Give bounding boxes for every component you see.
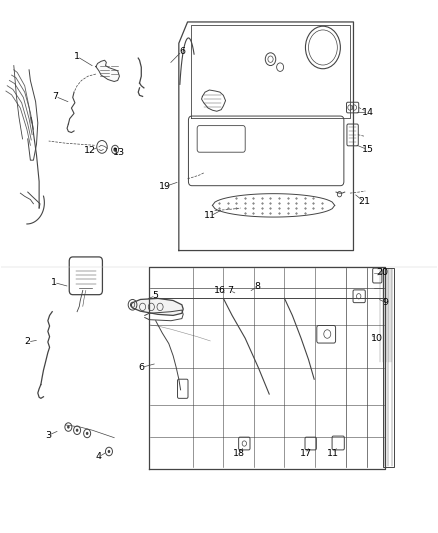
Text: 11: 11 — [327, 449, 339, 458]
Text: 6: 6 — [138, 363, 144, 372]
Text: 18: 18 — [233, 449, 245, 458]
Text: 20: 20 — [377, 269, 389, 277]
Text: 12: 12 — [84, 146, 96, 155]
Text: 6: 6 — [179, 47, 185, 55]
Circle shape — [108, 450, 110, 453]
Polygon shape — [131, 298, 183, 316]
Circle shape — [76, 429, 78, 432]
Text: 10: 10 — [371, 334, 383, 343]
Text: 21: 21 — [358, 197, 370, 206]
Text: 9: 9 — [383, 298, 389, 307]
Circle shape — [67, 425, 70, 429]
Circle shape — [113, 148, 117, 152]
Text: 19: 19 — [159, 182, 170, 191]
Text: 7: 7 — [52, 92, 58, 101]
Text: 14: 14 — [361, 108, 374, 117]
Text: 8: 8 — [254, 282, 261, 291]
Text: 1: 1 — [74, 52, 80, 61]
Text: 2: 2 — [25, 337, 31, 346]
Text: 3: 3 — [45, 431, 51, 440]
Circle shape — [86, 432, 88, 435]
Text: 15: 15 — [361, 145, 374, 154]
Text: 7: 7 — [227, 286, 233, 295]
Text: 11: 11 — [204, 212, 216, 221]
Text: 17: 17 — [300, 449, 311, 458]
Polygon shape — [96, 60, 120, 82]
Text: 16: 16 — [214, 286, 226, 295]
Text: 5: 5 — [153, 291, 159, 300]
Text: 1: 1 — [51, 278, 57, 287]
Text: 13: 13 — [113, 148, 125, 157]
Text: 4: 4 — [96, 453, 102, 462]
